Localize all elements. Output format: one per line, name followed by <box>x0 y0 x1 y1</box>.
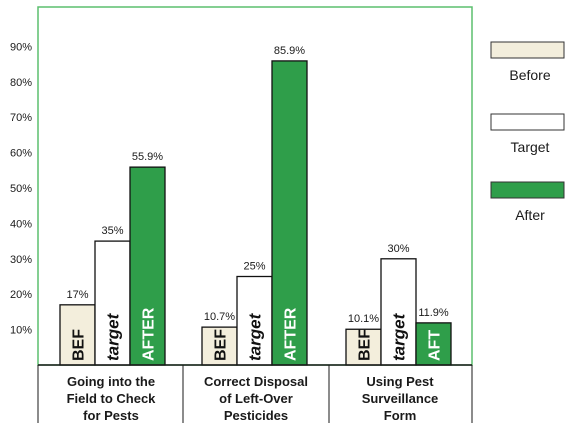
bar-2-0 <box>129 166 166 366</box>
legend-swatch-1 <box>490 113 565 131</box>
bar-text-1-2: target <box>390 312 409 361</box>
bar-text-0-2: BEF <box>357 329 374 361</box>
bar-text-0-1: BEF <box>213 329 230 361</box>
bar-text-1-1: target <box>246 312 265 361</box>
x-tick-label-2-0: Using Pest <box>366 374 434 389</box>
y-tick-label-7: 80% <box>10 77 32 89</box>
y-tick-label-2: 30% <box>10 254 32 266</box>
bar-text-1-0: target <box>104 312 123 361</box>
x-tick-label-1-1: of Left-Over <box>219 391 293 406</box>
value-label-2-1: 85.9% <box>274 45 305 57</box>
value-label-0-0: 17% <box>66 289 88 301</box>
bar-text-2-0: AFTER <box>141 307 158 361</box>
x-tick-label-2-2: Form <box>384 408 417 423</box>
y-tick-label-0: 10% <box>10 325 32 337</box>
legend-label-0: Before <box>509 67 550 83</box>
x-tick-label-1-2: Pesticides <box>224 408 288 423</box>
bar-text-2-1: AFTER <box>283 307 300 361</box>
x-tick-label-1-0: Correct Disposal <box>204 374 308 389</box>
bar-1-2 <box>380 258 417 366</box>
legend-swatch-2 <box>490 181 565 199</box>
y-tick-label-8: 90% <box>10 41 32 53</box>
value-label-1-2: 30% <box>387 243 409 255</box>
bar-2-2 <box>415 322 452 366</box>
value-label-1-0: 35% <box>101 225 123 237</box>
y-tick-label-3: 40% <box>10 218 32 230</box>
legend-swatch-0 <box>490 41 565 59</box>
y-tick-label-6: 70% <box>10 112 32 124</box>
y-tick-label-1: 20% <box>10 289 32 301</box>
bar-2-1 <box>271 60 308 366</box>
x-tick-label-0-0: Going into the <box>67 374 155 389</box>
value-label-2-2: 11.9% <box>418 307 449 319</box>
value-label-1-1: 25% <box>243 261 265 273</box>
legend-label-1: Target <box>511 139 550 155</box>
legend-label-2: After <box>515 207 545 223</box>
y-tick-label-5: 60% <box>10 148 32 160</box>
y-tick-label-4: 50% <box>10 183 32 195</box>
value-label-2-0: 55.9% <box>132 151 163 163</box>
bar-text-2-2: AFT <box>427 330 444 361</box>
bar-1-0 <box>94 240 131 366</box>
value-label-0-1: 10.7% <box>204 311 235 323</box>
x-tick-label-2-1: Surveillance <box>362 391 439 406</box>
x-tick-label-0-2: for Pests <box>83 408 139 423</box>
bar-text-0-0: BEF <box>71 329 88 361</box>
value-label-0-2: 10.1% <box>348 313 379 325</box>
x-tick-label-0-1: Field to Check <box>67 391 157 406</box>
